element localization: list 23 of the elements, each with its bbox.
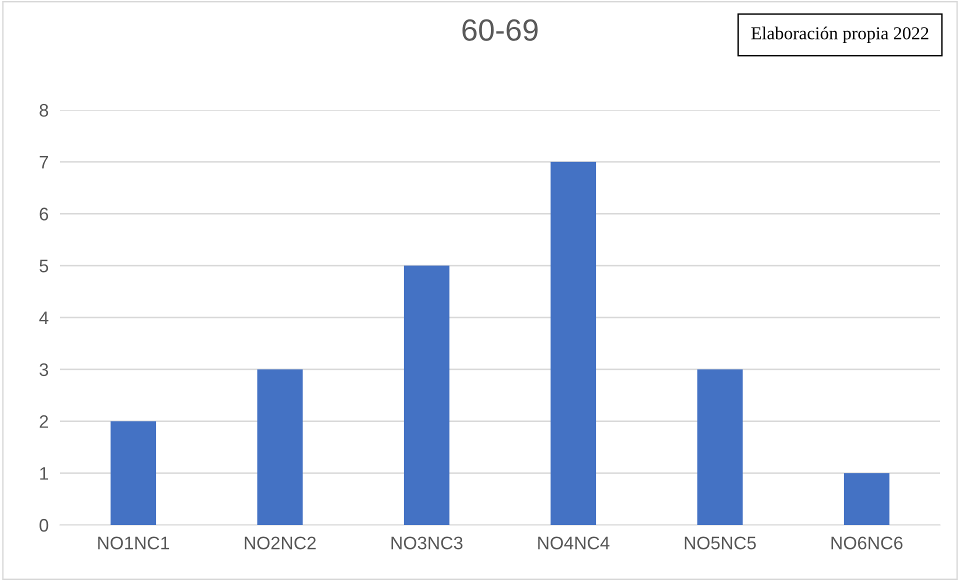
y-tick-label: 1	[40, 467, 48, 480]
y-tick-label: 7	[40, 156, 48, 168]
y-tick-label: 4	[39, 312, 48, 324]
y-tick-label: 8	[40, 104, 48, 117]
bar	[550, 162, 596, 525]
text: Elaboración propia 2022	[751, 26, 928, 44]
y-tick-label: 0	[40, 518, 48, 532]
y-tick-label: 2	[40, 415, 48, 428]
bar	[844, 473, 890, 525]
y-tick-label: 5	[40, 260, 48, 272]
x-tick-label: NO1NC1	[98, 536, 170, 550]
bar	[697, 369, 743, 525]
y-tick-label: 6	[40, 208, 48, 220]
x-tick-label: NO6NC6	[832, 536, 902, 550]
x-tick-label: NO2NC2	[244, 536, 316, 550]
bar	[257, 369, 303, 525]
chart-title: 60-69	[462, 19, 538, 41]
bar	[404, 266, 450, 525]
x-tick-label: NO4NC4	[538, 536, 610, 550]
x-tick-label: NO5NC5	[684, 536, 756, 550]
x-tick-label: NO3NC3	[392, 536, 462, 550]
bar	[110, 421, 156, 525]
y-tick-label: 3	[40, 363, 48, 376]
